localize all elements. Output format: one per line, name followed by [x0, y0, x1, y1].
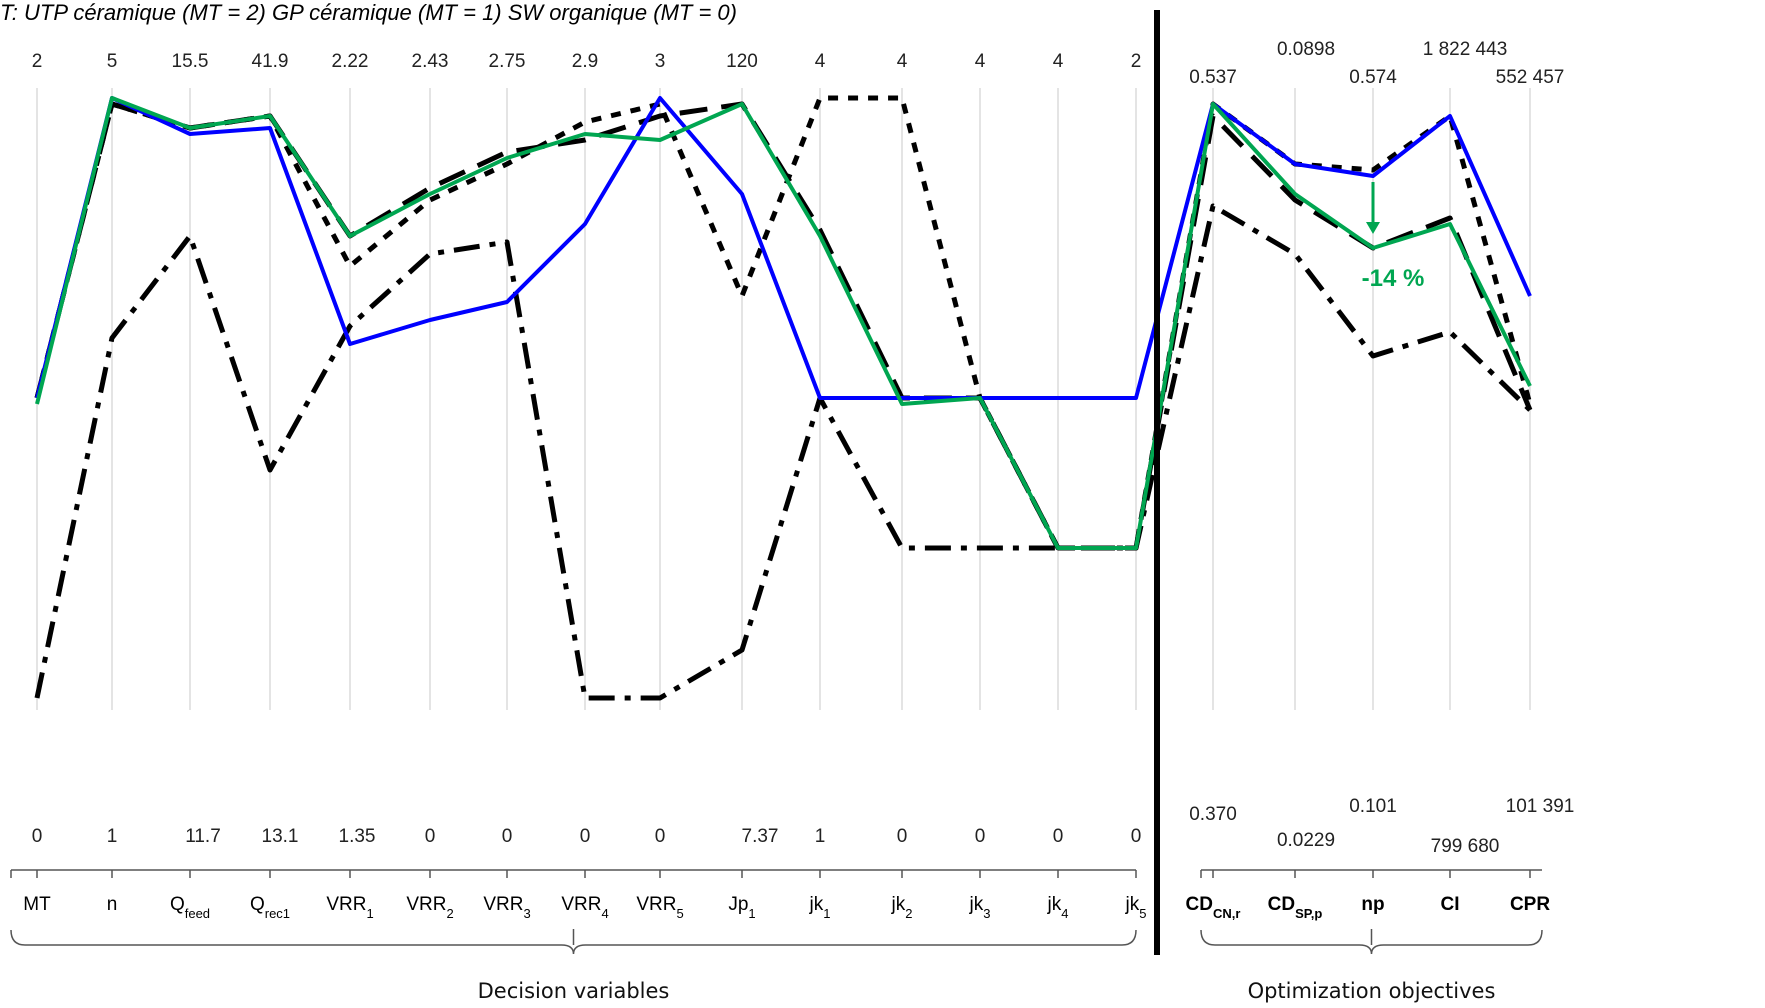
axis-min-label-10: 1: [815, 826, 826, 847]
axis-max-label-14: 2: [1131, 51, 1142, 72]
axis-max-label-11: 4: [897, 51, 908, 72]
axis-max-label-17: 0.574: [1349, 67, 1397, 88]
series-line-4: [34, 203, 1532, 701]
axis-min-label-13: 0: [1053, 826, 1064, 847]
axis-min-label-17: 0.101: [1349, 796, 1397, 817]
axis-min-label-2: 11.7: [185, 826, 221, 847]
axis-name-label-13: jk4: [1047, 894, 1069, 921]
axis-min-label-6: 0: [502, 826, 513, 847]
series-line-1: [35, 96, 1532, 550]
axis-max-label-15: 0.537: [1189, 67, 1237, 88]
axis-name-label-7: VRR4: [561, 894, 608, 921]
axis-max-label-7: 2.9: [572, 51, 598, 72]
axis-name-label-10: jk1: [809, 894, 831, 921]
axis-min-label-1: 1: [107, 826, 118, 847]
axis-min-label-8: 0: [655, 826, 666, 847]
axis-name-label-15: CDCN,r: [1186, 894, 1241, 921]
group-brace-0: [10, 929, 1137, 955]
axis-min-label-7: 0: [580, 826, 591, 847]
axis-name-label-1: n: [107, 894, 118, 915]
axis-max-label-3: 41.9: [252, 51, 289, 72]
axis-max-label-2: 15.5: [172, 51, 209, 72]
axis-name-labels: MT n Qfeed Qrec1 VRR1 VRR2 VRR3 VRR4 VRR5 Jp1 jk1 j…: [23, 894, 1550, 921]
axis-min-label-14: 0: [1131, 826, 1142, 847]
axis-max-label-0: 2: [32, 51, 43, 72]
group-label-1: Optimization objectives: [1248, 979, 1496, 1003]
axis-max-label-4: 2.22: [332, 51, 369, 72]
axis-max-label-9: 120: [726, 51, 758, 72]
axis-name-label-8: VRR5: [636, 894, 683, 921]
annotation-label: -14 %: [1362, 265, 1425, 292]
axis-name-label-2: Qfeed: [170, 894, 210, 921]
axis-max-labels: 2 5 15.5 41.9 2.22 2.43 2.75 2.9 3 120 4 4 4 4 2 0.537 0…: [32, 39, 1565, 88]
axis-min-label-16: 0.0229: [1277, 830, 1335, 851]
axis-name-label-17: np: [1361, 894, 1384, 915]
axis-name-label-11: jk2: [891, 894, 913, 921]
annotation-layer: -14 %: [1362, 182, 1425, 292]
axis-min-label-4: 1.35: [339, 826, 376, 847]
annotation-arrow-head: [1366, 222, 1380, 234]
axis-name-label-18: CI: [1441, 894, 1460, 915]
axis-min-label-3: 13.1: [262, 826, 299, 847]
axis-min-label-11: 0: [897, 826, 908, 847]
axis-name-label-14: jk5: [1125, 894, 1147, 921]
axis-max-label-13: 4: [1053, 51, 1064, 72]
axis-min-labels: 0 1 11.7 13.1 1.35 0 0 0 0 7.37 1 0 0 0 0 0.370 0.0229 0.…: [32, 796, 1575, 857]
series-lines: [34, 95, 1533, 701]
chart-caption: T: UTP céramique (MT = 2) GP céramique (…: [0, 0, 737, 25]
axis-max-label-19: 552 457: [1496, 67, 1565, 88]
axis-min-label-5: 0: [425, 826, 436, 847]
axis-min-label-12: 0: [975, 826, 986, 847]
axis-max-label-8: 3: [655, 51, 666, 72]
axis-name-label-3: Qrec1: [250, 894, 290, 921]
axis-name-label-12: jk3: [969, 894, 991, 921]
axis-min-label-18: 799 680: [1431, 836, 1500, 857]
group-label-0: Decision variables: [478, 979, 670, 1003]
axis-max-label-18: 1 822 443: [1423, 39, 1508, 60]
axis-gridlines: [36, 88, 1531, 710]
axis-min-label-9: 7.37: [742, 826, 779, 847]
axis-min-label-15: 0.370: [1189, 804, 1237, 825]
axis-max-label-6: 2.75: [489, 51, 526, 72]
axis-name-label-19: CPR: [1510, 894, 1550, 915]
axis-min-label-19: 101 391: [1506, 796, 1575, 817]
axis-name-label-6: VRR3: [483, 894, 530, 921]
group-braces: Decision variables Optimization objective…: [10, 869, 1543, 1003]
group-brace-1: [1200, 929, 1543, 955]
axis-name-label-4: VRR1: [326, 894, 373, 921]
axis-max-label-1: 5: [107, 51, 118, 72]
axis-max-label-5: 2.43: [412, 51, 449, 72]
axis-max-label-10: 4: [815, 51, 826, 72]
axis-name-label-9: Jp1: [728, 894, 755, 921]
axis-name-label-5: VRR2: [406, 894, 453, 921]
axis-name-label-16: CDSP,p: [1268, 894, 1323, 921]
axis-max-label-16: 0.0898: [1277, 39, 1335, 60]
axis-max-label-12: 4: [975, 51, 986, 72]
axis-min-label-0: 0: [32, 826, 43, 847]
series-line-0: [35, 96, 1532, 400]
axis-name-label-0: MT: [23, 894, 51, 915]
